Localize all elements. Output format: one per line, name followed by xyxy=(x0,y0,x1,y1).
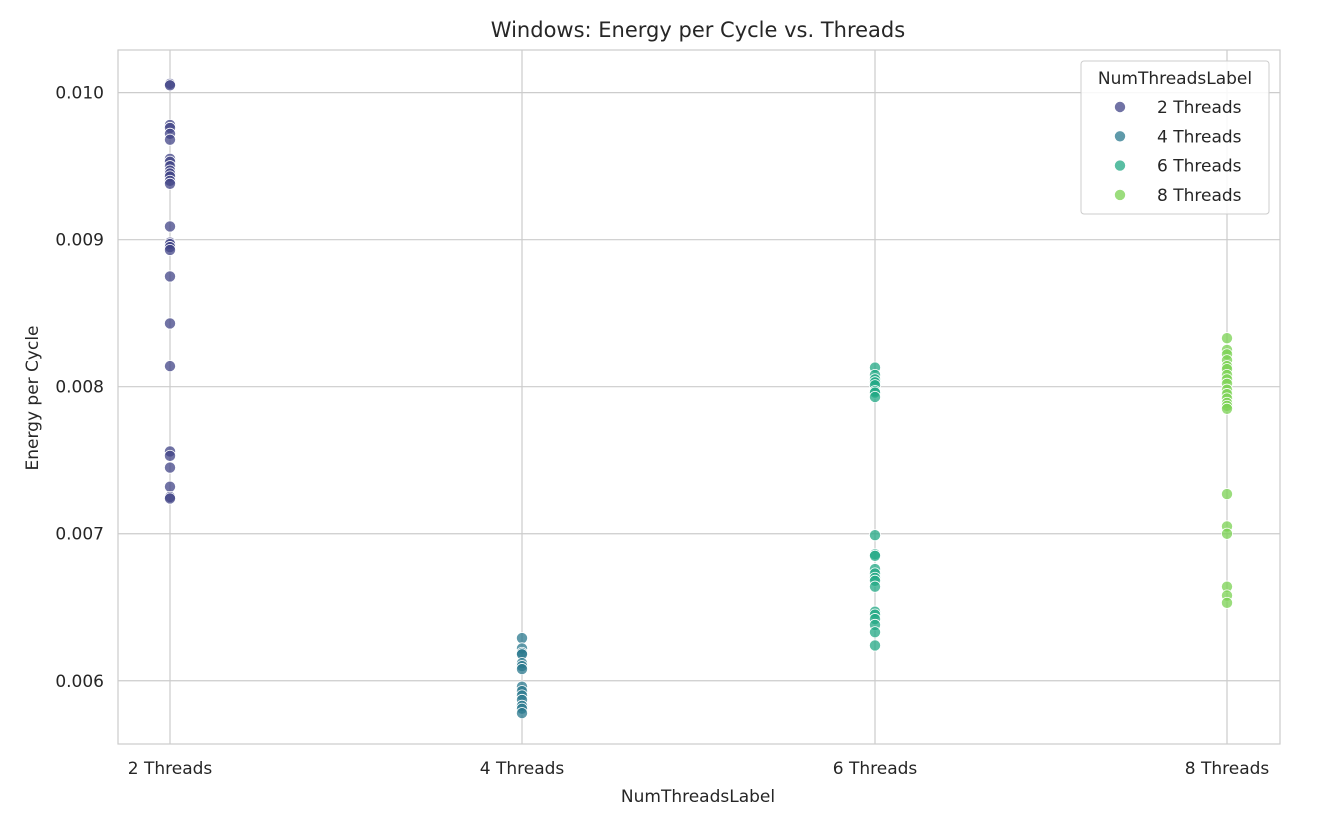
data-point xyxy=(869,580,882,593)
data-point xyxy=(1221,332,1234,345)
chart-title: Windows: Energy per Cycle vs. Threads xyxy=(491,18,905,42)
data-point xyxy=(1221,596,1234,609)
x-tick-label: 8 Threads xyxy=(1185,759,1270,779)
points-layer xyxy=(163,77,1234,720)
legend-label: 6 Threads xyxy=(1157,157,1242,177)
legend-marker xyxy=(1114,188,1127,201)
data-point xyxy=(163,79,176,92)
legend-title: NumThreadsLabel xyxy=(1098,69,1252,89)
data-point xyxy=(163,461,176,474)
data-point xyxy=(516,663,529,676)
legend-label: 4 Threads xyxy=(1157,127,1242,147)
data-point xyxy=(163,177,176,190)
data-point xyxy=(163,480,176,493)
data-point xyxy=(163,133,176,146)
data-point xyxy=(163,492,176,505)
legend-marker xyxy=(1114,130,1127,143)
legend-marker xyxy=(1114,101,1127,114)
y-tick-labels: 0.006 0.007 0.008 0.009 0.010 xyxy=(55,84,104,692)
data-point xyxy=(1221,402,1234,415)
y-tick-label: 0.006 xyxy=(55,672,104,692)
data-point xyxy=(163,360,176,373)
data-point xyxy=(516,632,529,645)
y-tick-label: 0.008 xyxy=(55,378,104,398)
legend-box xyxy=(1080,60,1270,215)
legend: NumThreadsLabel 2 Threads 4 Threads 6 Thre… xyxy=(1080,60,1270,215)
data-point xyxy=(163,243,176,256)
data-point xyxy=(869,639,882,652)
plot-frame xyxy=(117,49,1281,745)
data-point xyxy=(1221,488,1234,501)
x-tick-labels: 2 Threads 4 Threads 6 Threads 8 Threads xyxy=(128,759,1270,779)
y-tick-label: 0.010 xyxy=(55,84,104,104)
data-point xyxy=(869,390,882,403)
y-tick-label: 0.009 xyxy=(55,231,104,251)
legend-label: 2 Threads xyxy=(1157,98,1242,118)
data-point xyxy=(163,317,176,330)
data-point xyxy=(163,270,176,283)
data-point xyxy=(163,220,176,233)
x-tick-label: 6 Threads xyxy=(833,759,918,779)
legend-items: 2 Threads 4 Threads 6 Threads 8 Threads xyxy=(1114,98,1242,206)
data-point xyxy=(516,707,529,720)
x-axis-label: NumThreadsLabel xyxy=(621,787,775,807)
x-tick-label: 2 Threads xyxy=(128,759,213,779)
legend-marker xyxy=(1114,159,1127,172)
data-point xyxy=(869,626,882,639)
data-point xyxy=(163,449,176,462)
y-axis-label: Energy per Cycle xyxy=(23,325,43,470)
x-tick-label: 4 Threads xyxy=(480,759,565,779)
data-point xyxy=(869,529,882,542)
legend-label: 8 Threads xyxy=(1157,186,1242,206)
data-point xyxy=(869,549,882,562)
data-point xyxy=(1221,527,1234,540)
y-tick-label: 0.007 xyxy=(55,525,104,545)
